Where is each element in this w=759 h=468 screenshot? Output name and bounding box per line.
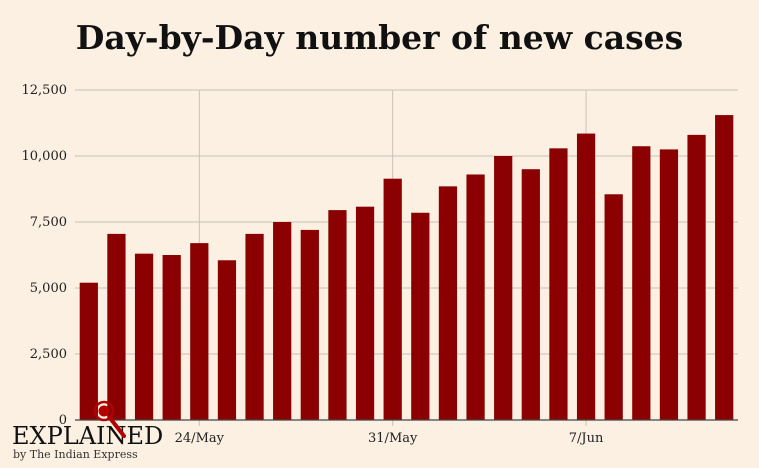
x-tick-label: 31/May	[368, 431, 418, 446]
bar	[300, 229, 319, 420]
brand-name: EXPLAINED	[12, 422, 164, 450]
bar	[438, 186, 458, 420]
bar	[659, 149, 679, 420]
bar	[217, 260, 237, 420]
bar	[355, 206, 375, 420]
bar	[466, 174, 485, 420]
bar	[715, 115, 734, 420]
y-tick-label: 5,000	[30, 281, 67, 296]
bar	[494, 156, 513, 420]
y-tick-label: 12,500	[22, 83, 68, 98]
y-tick-label: 0	[59, 413, 67, 428]
x-tick-label: 24/May	[175, 431, 225, 446]
bar	[190, 243, 209, 420]
bar	[383, 178, 402, 420]
bar	[576, 133, 596, 420]
bar	[245, 233, 264, 420]
bar	[687, 134, 706, 420]
brand-logo: EXPLAINED by The Indian Express	[12, 400, 182, 466]
magnifier-icon	[93, 400, 126, 438]
bar	[79, 282, 98, 420]
chart-title: Day-by-Day number of new cases	[75, 18, 684, 57]
bar	[107, 233, 126, 420]
y-tick-label: 7,500	[30, 215, 67, 230]
bar	[134, 253, 154, 420]
bar	[604, 194, 623, 420]
bar	[549, 148, 568, 420]
bar	[521, 169, 540, 420]
y-tick-label: 2,500	[30, 347, 67, 362]
bar	[273, 222, 292, 420]
bar	[411, 212, 430, 420]
bar	[632, 146, 651, 420]
brand-byline: by The Indian Express	[13, 448, 138, 461]
bar	[328, 210, 347, 420]
x-tick-label: 7/Jun	[569, 431, 604, 446]
bar	[162, 255, 181, 420]
y-tick-label: 10,000	[22, 149, 68, 164]
